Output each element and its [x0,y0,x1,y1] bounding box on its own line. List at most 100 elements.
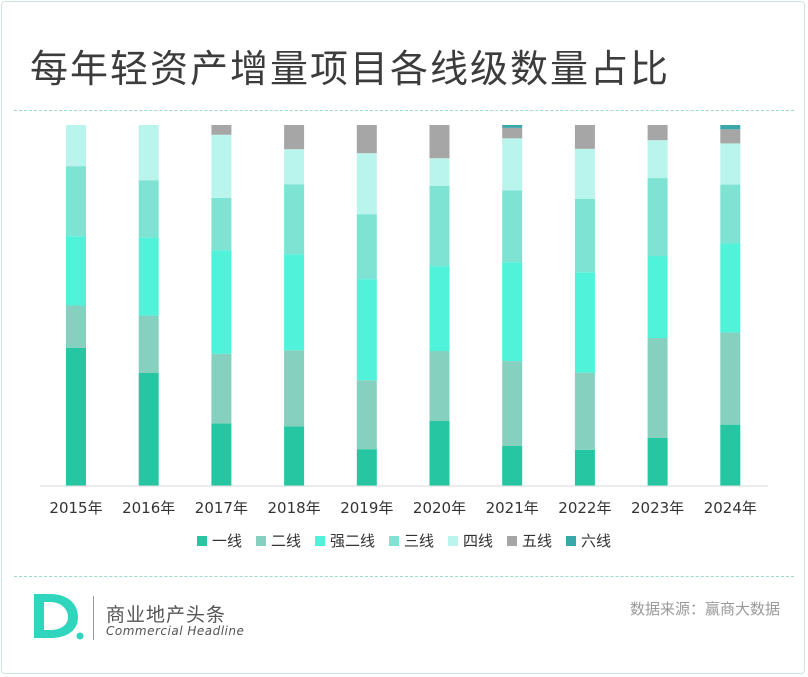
bar-2016年-强二线 [138,237,159,316]
bar-2021年-四线 [502,138,523,191]
page-title: 每年轻资产增量项目各线级数量占比 [30,47,671,91]
bar-2018年-二线 [284,350,305,427]
chart-legend: 一线 二线 强二线 三线 四线 五线 六线 [0,530,808,551]
footer-divider [14,576,794,577]
bar-2021年-三线 [502,190,523,263]
x-tick-label: 2023年 [631,499,684,517]
bar-2019年-二线 [356,380,377,450]
bar-2016年-二线 [138,315,159,374]
x-tick-label: 2020年 [413,499,466,517]
legend-item: 一线 [196,530,242,551]
legend-label: 四线 [463,532,494,550]
bar-2015年-三线 [66,166,86,237]
legend-swatch [255,535,266,546]
bar-group [66,125,741,486]
bar-2017年-五线 [211,125,232,135]
bar-2024年-三线 [720,184,741,244]
bar-2022年-四线 [574,148,595,200]
bar-2016年-四线 [138,125,159,181]
legend-item: 二线 [255,530,301,551]
legend-swatch [566,535,577,546]
bar-2023年-五线 [647,125,668,141]
legend-label: 一线 [211,532,242,550]
bar-2024年-强二线 [720,243,741,333]
x-tick-label: 2021年 [486,499,539,517]
legend-item: 强二线 [314,530,375,551]
title-divider [14,110,794,111]
x-tick-label: 2017年 [195,499,248,517]
x-tick-label: 2019年 [340,499,393,517]
bar-2015年-四线 [66,125,86,167]
bar-2021年-一线 [502,445,523,486]
bar-2024年-五线 [720,129,741,144]
legend-label: 二线 [270,532,301,550]
bar-2016年-一线 [138,373,159,486]
bar-2020年-强二线 [429,266,450,351]
brand-name-cn: 商业地产头条 [106,604,227,626]
brand-logo-icon [34,594,84,640]
bar-2018年-强二线 [284,254,305,351]
bar-2019年-四线 [356,153,377,215]
legend-label: 三线 [403,532,434,550]
bar-2024年-一线 [720,424,741,486]
bar-2017年-四线 [211,134,232,198]
stacked-bar-chart: 2015年 2016年 2017年 2018年 2019年 2020年 2021年 2022年… [40,125,768,517]
legend-swatch [388,535,399,546]
bar-2019年-五线 [356,125,377,154]
bar-2021年-五线 [502,127,523,139]
bar-2017年-三线 [211,197,232,251]
x-tick-label: 2016年 [122,499,175,517]
bar-2018年-四线 [284,149,305,185]
x-tick-label: 2022年 [558,499,611,517]
bar-2022年-强二线 [574,272,595,373]
x-tick-labels: 2015年 2016年 2017年 2018年 2019年 2020年 2021年 2022年… [49,499,756,517]
legend-label: 强二线 [329,532,375,550]
bar-2024年-二线 [720,332,741,425]
legend-item: 五线 [507,530,552,551]
legend-item: 六线 [566,530,611,551]
logo-divider [93,596,94,640]
bar-2018年-三线 [284,184,305,255]
bar-2023年-三线 [647,178,668,257]
brand-name-en: Commercial Headline [106,624,245,638]
bar-2022年-二线 [574,372,595,450]
legend-swatch [196,535,207,546]
bar-2017年-二线 [211,353,232,424]
bar-2019年-三线 [356,214,377,280]
bar-2016年-三线 [138,180,159,238]
legend-swatch [507,535,518,546]
bar-2021年-强二线 [502,262,523,362]
bar-2019年-一线 [356,449,377,486]
x-tick-label: 2018年 [268,499,321,517]
legend-item: 三线 [388,530,434,551]
data-source: 数据来源：赢商大数据 [629,600,780,618]
bar-2015年-二线 [66,305,86,348]
bar-2015年-一线 [66,347,86,486]
bar-2024年-四线 [720,143,741,185]
bar-2022年-三线 [574,199,595,273]
bar-2023年-一线 [647,437,668,486]
legend-label: 五线 [522,532,553,550]
legend-swatch [314,535,325,546]
bar-2020年-一线 [429,421,450,486]
bar-2022年-一线 [574,449,595,486]
bar-2020年-二线 [429,350,450,422]
bar-2020年-四线 [429,158,450,187]
bar-2020年-五线 [429,125,450,159]
bar-2023年-四线 [647,140,668,179]
bar-2019年-强二线 [356,279,377,381]
legend-item: 四线 [448,530,493,551]
bar-2020年-三线 [429,186,450,267]
bar-2024年-六线 [720,125,741,130]
bar-2018年-一线 [284,426,305,486]
x-tick-label: 2015年 [49,499,102,517]
bar-2017年-强二线 [211,250,232,354]
legend-swatch [448,535,458,546]
bar-2015年-强二线 [66,236,86,306]
bar-2023年-强二线 [647,256,668,338]
bar-2021年-二线 [502,361,523,446]
legend-label: 六线 [581,532,612,550]
bar-2017年-一线 [211,423,232,486]
x-tick-label: 2024年 [704,499,757,517]
